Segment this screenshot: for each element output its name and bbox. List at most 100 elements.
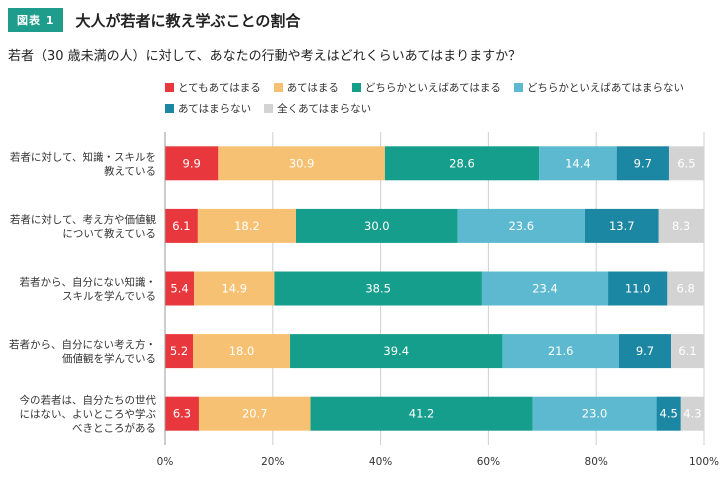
bar-segment: [295, 208, 458, 243]
bar-segment: [165, 334, 194, 369]
category-label: スキルを学んでいる: [62, 290, 156, 303]
bar-segment: [658, 208, 704, 243]
data-label: 38.5: [365, 282, 391, 296]
legend-label: どちらかといえばあてはまる: [364, 82, 501, 94]
bar-segment: [668, 146, 704, 181]
x-tick-label: 60%: [477, 456, 500, 468]
legend-label: あてはまらない: [178, 103, 252, 115]
category-label: べきところがある: [72, 422, 156, 435]
data-label: 13.7: [609, 219, 635, 233]
survey-question: 若者（30 歳未満の人）に対して、あなたの行動や考えはどれくらいあてはまりますか…: [8, 49, 522, 64]
x-tick-label: 80%: [585, 456, 608, 468]
data-label: 9.7: [634, 156, 652, 170]
bar-segment: [194, 271, 275, 306]
data-label: 5.4: [170, 282, 188, 296]
x-tick-label: 20%: [261, 456, 284, 468]
bar-segment: [310, 396, 533, 431]
bar-segment: [384, 146, 540, 181]
data-label: 20.7: [242, 407, 268, 421]
data-label: 4.5: [660, 407, 678, 421]
legend-swatch: [165, 104, 174, 113]
bar-segment: [165, 208, 198, 243]
x-tick-label: 0%: [157, 456, 174, 468]
data-label: 18.2: [234, 219, 260, 233]
category-label: にはない、よいところや学ぶ: [20, 408, 157, 421]
bar-segment: [502, 334, 619, 369]
bar-segment: [532, 396, 657, 431]
bar-segment: [457, 208, 585, 243]
data-label: 14.9: [221, 282, 247, 296]
chart-legend: とてもあてはまる あてはまる どちらかといえばあてはまる どちらかといえばあてはまらな…: [165, 80, 725, 116]
data-label: 18.0: [229, 344, 255, 358]
data-label: 6.5: [677, 156, 695, 170]
data-label: 6.1: [678, 344, 696, 358]
data-label: 11.0: [625, 282, 651, 296]
bar-segment: [481, 271, 609, 306]
category-label: 若者から、自分にない考え方・: [9, 338, 156, 351]
data-label: 8.3: [672, 219, 690, 233]
legend-swatch: [273, 83, 283, 92]
data-label: 6.1: [172, 219, 190, 233]
legend-swatch: [264, 104, 274, 113]
category-label: 今の若者は、自分たちの世代: [20, 394, 157, 407]
data-label: 4.3: [683, 407, 701, 421]
data-label: 9.9: [183, 156, 201, 170]
x-tick-label: 100%: [689, 456, 719, 468]
legend-item: どちらかといえばあてはまらない: [513, 80, 685, 95]
bar-segment: [618, 334, 672, 369]
category-label: 教えている: [104, 164, 156, 177]
bar-segment: [667, 271, 704, 306]
bar-segment: [274, 271, 482, 306]
legend-swatch: [165, 83, 174, 92]
category-label: 若者に対して、知識・スキルを: [10, 150, 156, 163]
category-label: について教えている: [62, 227, 156, 240]
bar-segment: [656, 396, 681, 431]
bar-segment: [584, 208, 659, 243]
legend-item: あてはまる: [273, 80, 339, 95]
legend-label: とてもあてはまる: [178, 82, 261, 94]
figure-badge: 図表 1: [8, 8, 64, 32]
data-label: 9.7: [636, 344, 654, 358]
legend-label: 全くあてはまらない: [277, 103, 372, 115]
data-label: 39.4: [383, 344, 409, 358]
legend-item: とてもあてはまる: [165, 80, 261, 95]
bar-segment: [198, 396, 311, 431]
data-label: 30.9: [289, 156, 315, 170]
legend-swatch: [351, 83, 361, 92]
data-label: 14.4: [565, 156, 591, 170]
bar-segment: [616, 146, 669, 181]
x-tick-label: 40%: [369, 456, 392, 468]
legend-item: あてはまらない: [165, 101, 251, 116]
legend-item: どちらかといえばあてはまる: [351, 80, 501, 95]
data-label: 23.0: [582, 407, 608, 421]
bar-segment: [218, 146, 385, 181]
data-label: 30.0: [364, 219, 390, 233]
data-label: 41.2: [409, 407, 435, 421]
legend-item: 全くあてはまらない: [264, 101, 371, 116]
bar-segment: [608, 271, 668, 306]
category-label: 価値観を学んでいる: [62, 352, 156, 365]
bar-segment: [671, 334, 704, 369]
data-label: 6.8: [677, 282, 695, 296]
figure-header: 図表 1 大人が若者に教え学ぶことの割合: [8, 8, 300, 32]
figure-title: 大人が若者に教え学ぶことの割合: [75, 11, 301, 30]
legend-label: どちらかといえばあてはまらない: [526, 82, 685, 94]
legend-swatch: [513, 83, 523, 92]
category-label: 若者から、自分にない知識・: [20, 276, 157, 289]
data-label: 28.6: [449, 156, 475, 170]
legend-label: あてはまる: [286, 82, 339, 94]
bar-segment: [680, 396, 704, 431]
bar-segment: [165, 271, 195, 306]
bar-segment: [539, 146, 617, 181]
bar-segment: [165, 146, 219, 181]
data-label: 6.3: [173, 407, 191, 421]
bar-segment: [193, 334, 291, 369]
bar-segment: [165, 396, 199, 431]
data-label: 23.6: [508, 219, 534, 233]
data-label: 21.6: [548, 344, 574, 358]
bar-segment: [197, 208, 296, 243]
bar-segment: [290, 334, 503, 369]
data-label: 5.2: [170, 344, 188, 358]
category-label: 若者に対して、考え方や価値観: [10, 213, 157, 226]
